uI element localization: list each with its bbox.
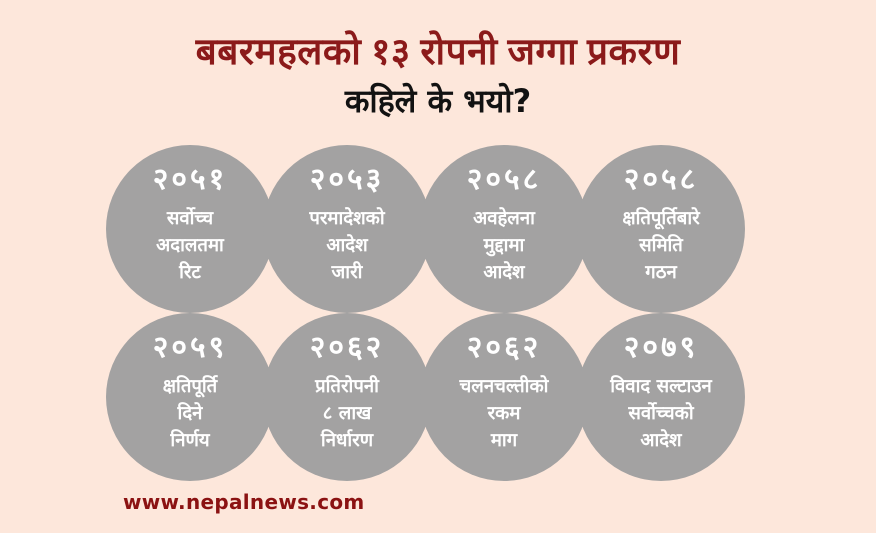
circle-year: २०५१ — [152, 162, 228, 198]
circle-year: २०५८ — [623, 162, 699, 198]
infographic-subtitle: कहिले के भयो? — [344, 82, 532, 120]
timeline-circle-2062-amount-demand: २०६२ चलनचल्तीको रकम माग — [420, 313, 588, 481]
circle-year: २०५९ — [152, 330, 228, 366]
circle-year: २०७९ — [623, 330, 699, 366]
circle-description: अवहेलना मुद्दामा आदेश — [473, 208, 535, 283]
circle-description: विवाद सल्टाउन सर्वोच्चको आदेश — [610, 376, 712, 451]
timeline-circle-2079-supreme-order: २०७९ विवाद सल्टाउन सर्वोच्चको आदेश — [577, 313, 745, 481]
timeline-circle-2062-rate-fixed: २०६२ प्रतिरोपनी ८ लाख निर्धारण — [263, 313, 431, 481]
timeline-circle-2058-contempt-order: २०५८ अवहेलना मुद्दामा आदेश — [420, 145, 588, 313]
circle-description: परमादेशको आदेश जारी — [309, 208, 385, 283]
circle-year: २०५८ — [466, 162, 542, 198]
circle-year: २०६२ — [466, 330, 542, 366]
circle-description: क्षतिपूर्ति दिने निर्णय — [162, 376, 218, 451]
infographic-title: बबरमहलको १३ रोपनी जग्गा प्रकरण — [195, 32, 681, 73]
circle-year: २०५३ — [309, 162, 385, 198]
circle-description: क्षतिपूर्तिबारे समिति गठन — [622, 208, 700, 283]
timeline-circle-2059-compensation-decision: २०५९ क्षतिपूर्ति दिने निर्णय — [106, 313, 274, 481]
circle-description: प्रतिरोपनी ८ लाख निर्धारण — [315, 376, 379, 451]
circle-description: सर्वोच्च अदालतमा रिट — [156, 208, 224, 283]
timeline-row-1: २०५१ सर्वोच्च अदालतमा रिट २०५३ परमादेशको… — [106, 145, 756, 313]
timeline-row-2: २०५९ क्षतिपूर्ति दिने निर्णय २०६२ प्रतिर… — [106, 313, 756, 481]
timeline-circle-2051-writ: २०५१ सर्वोच्च अदालतमा रिट — [106, 145, 274, 313]
timeline-grid: २०५१ सर्वोच्च अदालतमा रिट २०५३ परमादेशको… — [106, 145, 756, 481]
circle-year: २०६२ — [309, 330, 385, 366]
timeline-circle-2058-committee: २०५८ क्षतिपूर्तिबारे समिति गठन — [577, 145, 745, 313]
website-url: www.nepalnews.com — [123, 490, 365, 514]
timeline-circle-2053-mandamus: २०५३ परमादेशको आदेश जारी — [263, 145, 431, 313]
circle-description: चलनचल्तीको रकम माग — [459, 376, 549, 451]
